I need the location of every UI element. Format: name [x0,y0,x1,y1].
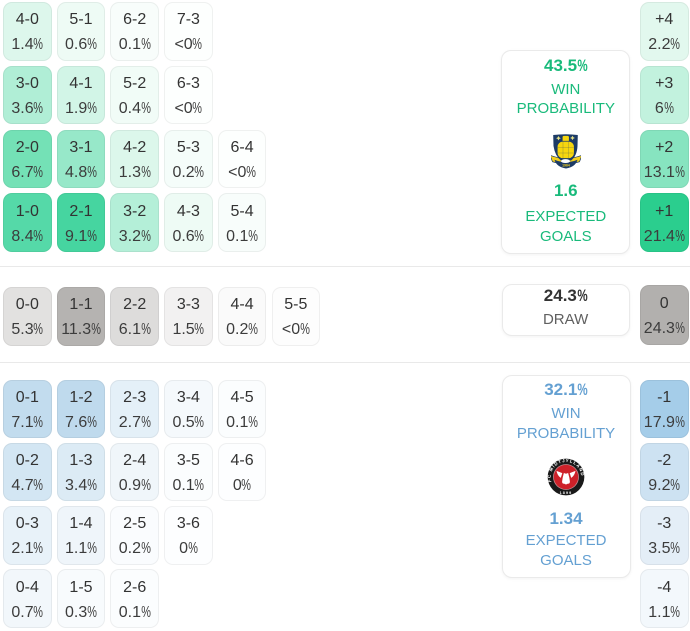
svg-text:1964: 1964 [562,164,570,168]
svg-text:1899: 1899 [560,491,573,495]
